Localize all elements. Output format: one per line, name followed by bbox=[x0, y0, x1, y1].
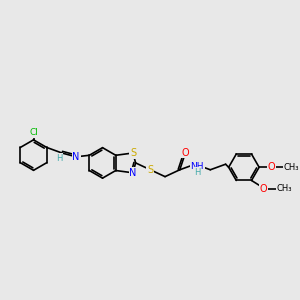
Text: S: S bbox=[130, 148, 136, 158]
Text: CH₃: CH₃ bbox=[276, 184, 292, 193]
Text: S: S bbox=[147, 165, 153, 175]
Text: Cl: Cl bbox=[29, 128, 38, 137]
Text: H: H bbox=[194, 168, 200, 177]
Text: O: O bbox=[260, 184, 268, 194]
Text: O: O bbox=[181, 148, 189, 158]
Text: NH: NH bbox=[190, 162, 204, 171]
Text: CH₃: CH₃ bbox=[284, 163, 299, 172]
Text: H: H bbox=[56, 154, 62, 163]
Text: N: N bbox=[72, 152, 80, 162]
Text: N: N bbox=[129, 168, 137, 178]
Text: O: O bbox=[268, 162, 275, 172]
